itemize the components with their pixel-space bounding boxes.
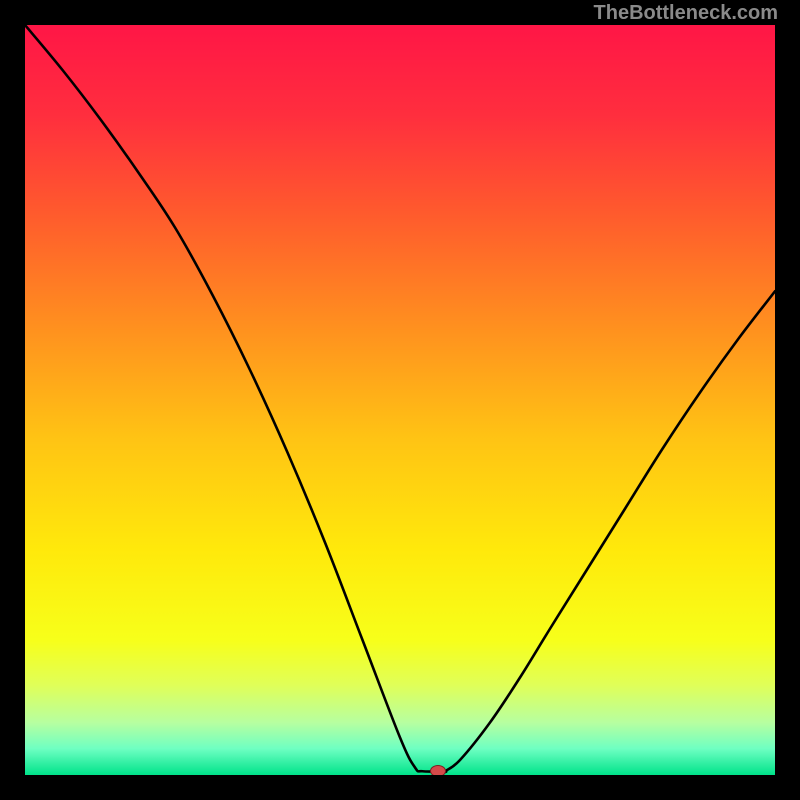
minimum-marker [430,765,446,775]
plot-area [25,25,775,775]
chart-frame [25,25,775,775]
bottleneck-curve [25,25,775,775]
watermark-text: TheBottleneck.com [594,2,778,25]
